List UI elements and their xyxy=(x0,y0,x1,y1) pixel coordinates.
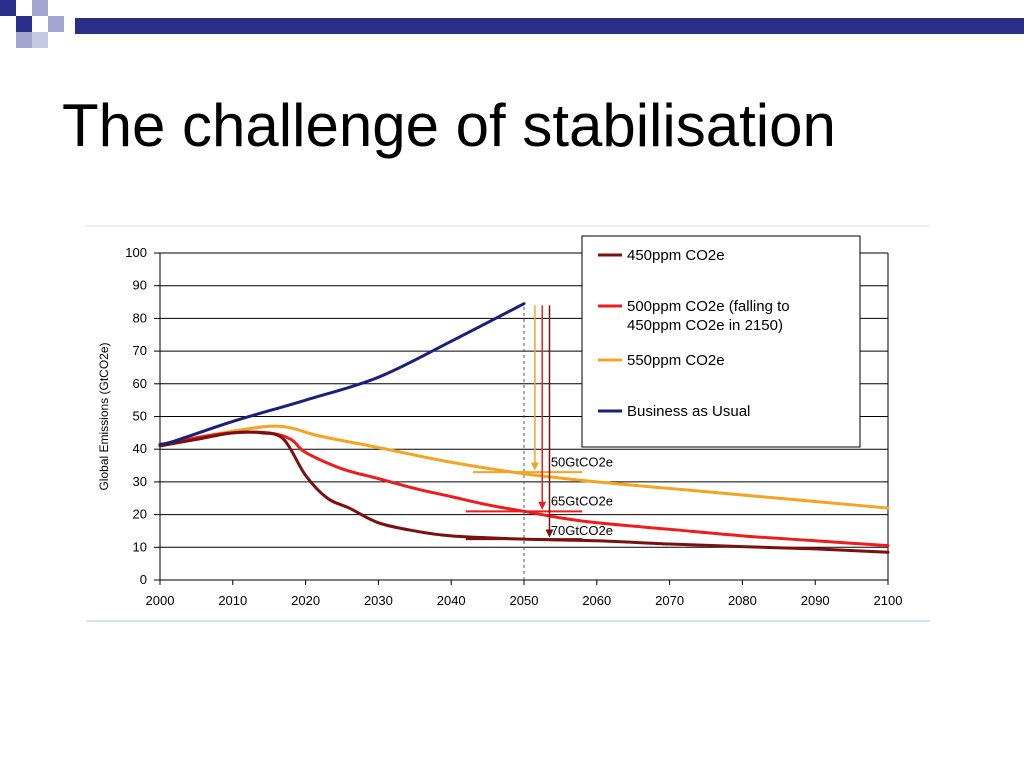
legend: 450ppm CO2e 500ppm CO2e (falling to 450p… xyxy=(581,235,861,448)
arrow-head-1 xyxy=(538,501,547,510)
deco-square xyxy=(48,16,64,32)
annotation-label-2: 70GtCO2e xyxy=(551,523,613,538)
series-lines xyxy=(158,302,890,554)
x-tick-label-2090: 2090 xyxy=(801,593,830,608)
decorative-corner-squares xyxy=(0,0,1024,48)
legend-label-bau: Business as Usual xyxy=(627,403,750,420)
legend-label-450: 450ppm CO2e xyxy=(627,247,725,264)
deco-square xyxy=(32,32,48,48)
x-tick-label-2010: 2010 xyxy=(218,593,247,608)
x-tick-label-2020: 2020 xyxy=(291,593,320,608)
y-axis-label: Global Emissions (GtCO2e) xyxy=(97,342,111,490)
x-tick-label-2080: 2080 xyxy=(728,593,757,608)
x-tick-label-2060: 2060 xyxy=(582,593,611,608)
y-tick-label-50: 50 xyxy=(133,409,147,424)
x-tick-labels: 2000 2010 2020 2030 2040 2050 2060 2070 2080 2090… xyxy=(146,580,903,608)
deco-square xyxy=(16,16,32,32)
y-tick-label-60: 60 xyxy=(133,376,147,391)
x-tick-label-2040: 2040 xyxy=(437,593,466,608)
deco-square xyxy=(16,32,32,48)
legend-label-500: 500ppm CO2e (falling to 450ppm CO2e in 2… xyxy=(627,298,794,334)
x-tick-label-2070: 2070 xyxy=(655,593,684,608)
annotation-label-1: 65GtCO2e xyxy=(551,494,613,509)
slide-title: The challenge of stabilisation xyxy=(62,92,836,159)
annotation-label-0: 50GtCO2e xyxy=(551,454,613,469)
y-tick-label-70: 70 xyxy=(133,343,147,358)
legend-label-550: 550ppm CO2e xyxy=(627,352,725,369)
y-tick-label-10: 10 xyxy=(133,539,147,554)
y-tick-label-90: 90 xyxy=(133,278,147,293)
y-tick-label-40: 40 xyxy=(133,441,147,456)
y-tick-label-100: 100 xyxy=(125,245,147,260)
arrow-head-0 xyxy=(530,462,539,471)
x-tick-label-2000: 2000 xyxy=(146,593,175,608)
legend-box xyxy=(581,235,861,448)
y-tick-labels: 0 10 20 30 40 50 60 70 80 90 100 xyxy=(125,245,147,587)
series-line-2 xyxy=(158,424,890,510)
y-tick-label-80: 80 xyxy=(133,310,147,325)
y-tick-label-20: 20 xyxy=(133,507,147,522)
x-tick-label-2050: 2050 xyxy=(510,593,539,608)
x-tick-label-2100: 2100 xyxy=(874,593,903,608)
series-line-3 xyxy=(158,302,526,446)
y-tick-label-0: 0 xyxy=(140,572,147,587)
arrows xyxy=(530,305,554,538)
series-line-0 xyxy=(158,430,890,554)
y-tick-label-30: 30 xyxy=(133,474,147,489)
deco-square xyxy=(32,0,48,16)
deco-bar xyxy=(75,18,1024,34)
annotation-labels: 50GtCO2e 65GtCO2e 70GtCO2e xyxy=(551,454,613,538)
deco-square xyxy=(0,0,16,16)
legend-label-500-line1: 500ppm CO2e (falling to xyxy=(627,298,790,315)
arrow-head-2 xyxy=(545,529,554,538)
legend-label-500-line2: 450ppm CO2e in 2150) xyxy=(627,317,783,334)
x-tick-label-2030: 2030 xyxy=(364,593,393,608)
